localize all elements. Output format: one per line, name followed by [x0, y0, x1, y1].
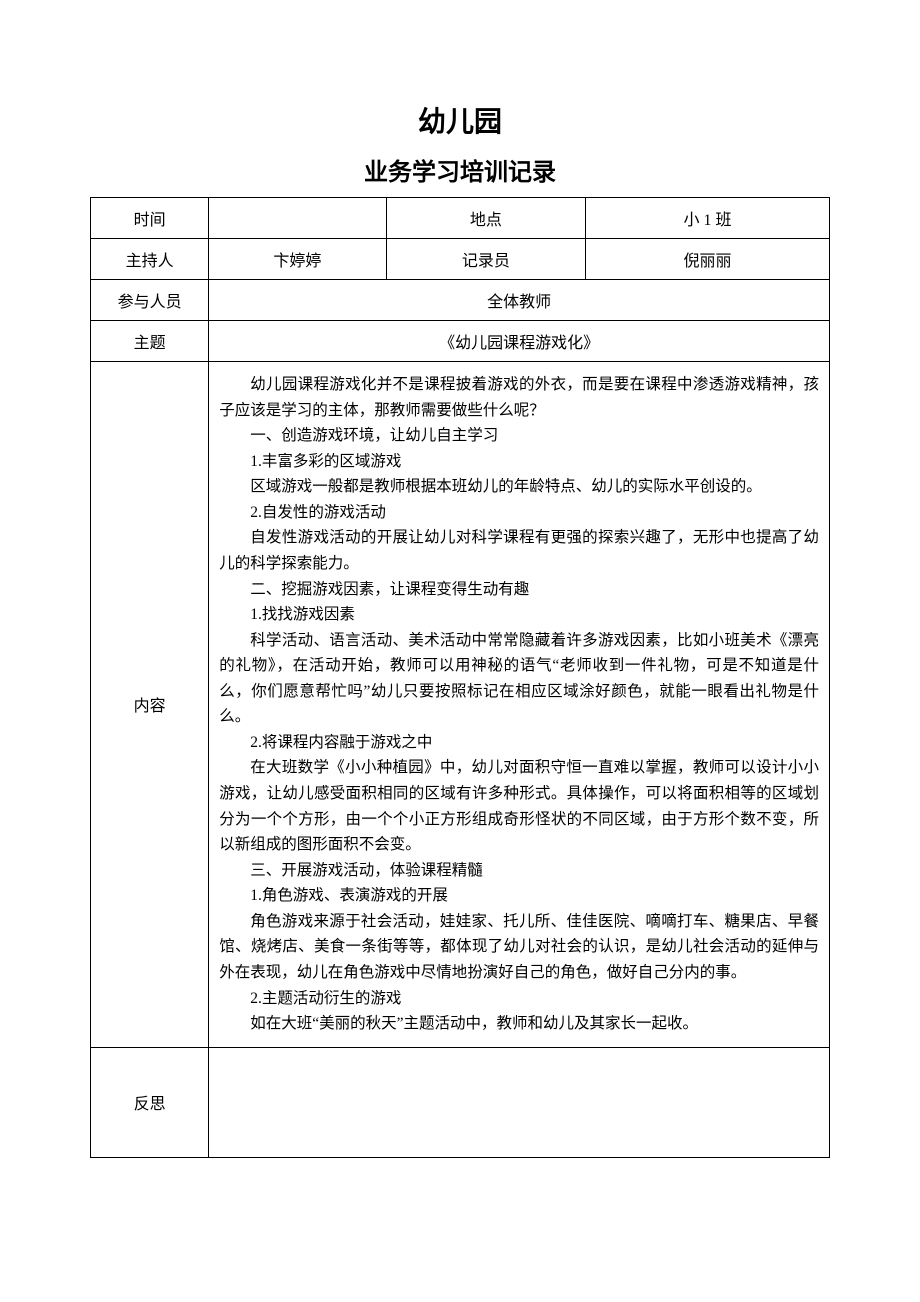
row-content: 内容 幼儿园课程游戏化并不是课程披着游戏的外衣，而是要在课程中渗透游戏精神，孩子… — [91, 362, 830, 1048]
row-time-location: 时间 地点 小 1 班 — [91, 198, 830, 239]
content-line: 1.丰富多彩的区域游戏 — [219, 449, 819, 475]
content-line: 二、挖掘游戏因素，让课程变得生动有趣 — [219, 577, 819, 603]
value-recorder: 倪丽丽 — [586, 239, 830, 280]
content-line: 三、开展游戏活动，体验课程精髓 — [219, 858, 819, 884]
label-subject: 主题 — [91, 321, 209, 362]
title-main: 幼儿园 — [90, 100, 830, 140]
content-line: 角色游戏来源于社会活动，娃娃家、托儿所、佳佳医院、嘀嘀打车、糖果店、早餐馆、烧烤… — [219, 909, 819, 986]
content-line: 2.将课程内容融于游戏之中 — [219, 730, 819, 756]
value-time — [209, 198, 386, 239]
content-line: 区域游戏一般都是教师根据本班幼儿的年龄特点、幼儿的实际水平创设的。 — [219, 474, 819, 500]
content-line: 自发性游戏活动的开展让幼儿对科学课程有更强的探索兴趣了，无形中也提高了幼儿的科学… — [219, 525, 819, 576]
label-content: 内容 — [91, 362, 209, 1048]
value-location: 小 1 班 — [586, 198, 830, 239]
training-record-table: 时间 地点 小 1 班 主持人 卞婷婷 记录员 倪丽丽 参与人员 全体教师 主题… — [90, 197, 830, 1158]
content-line: 2.主题活动衍生的游戏 — [219, 986, 819, 1012]
value-reflection — [209, 1047, 830, 1157]
content-line: 如在大班“美丽的秋天”主题活动中，教师和幼儿及其家长一起收。 — [219, 1011, 819, 1037]
content-line: 在大班数学《小小种植园》中，幼儿对面积守恒一直难以掌握，教师可以设计小小游戏，让… — [219, 755, 819, 857]
row-participants: 参与人员 全体教师 — [91, 280, 830, 321]
row-host-recorder: 主持人 卞婷婷 记录员 倪丽丽 — [91, 239, 830, 280]
content-line: 1.找找游戏因素 — [219, 602, 819, 628]
label-recorder: 记录员 — [386, 239, 586, 280]
content-line: 2.自发性的游戏活动 — [219, 500, 819, 526]
title-sub: 业务学习培训记录 — [90, 152, 830, 187]
label-location: 地点 — [386, 198, 586, 239]
row-subject: 主题 《幼儿园课程游戏化》 — [91, 321, 830, 362]
label-time: 时间 — [91, 198, 209, 239]
value-participants: 全体教师 — [209, 280, 830, 321]
value-subject: 《幼儿园课程游戏化》 — [209, 321, 830, 362]
value-content: 幼儿园课程游戏化并不是课程披着游戏的外衣，而是要在课程中渗透游戏精神，孩子应该是… — [209, 362, 830, 1048]
row-reflection: 反思 — [91, 1047, 830, 1157]
content-line: 幼儿园课程游戏化并不是课程披着游戏的外衣，而是要在课程中渗透游戏精神，孩子应该是… — [219, 372, 819, 423]
label-host: 主持人 — [91, 239, 209, 280]
content-line: 1.角色游戏、表演游戏的开展 — [219, 883, 819, 909]
label-participants: 参与人员 — [91, 280, 209, 321]
content-line: 科学活动、语言活动、美术活动中常常隐藏着许多游戏因素，比如小班美术《漂亮的礼物》… — [219, 628, 819, 730]
content-line: 一、创造游戏环境，让幼儿自主学习 — [219, 423, 819, 449]
value-host: 卞婷婷 — [209, 239, 386, 280]
label-reflection: 反思 — [91, 1047, 209, 1157]
